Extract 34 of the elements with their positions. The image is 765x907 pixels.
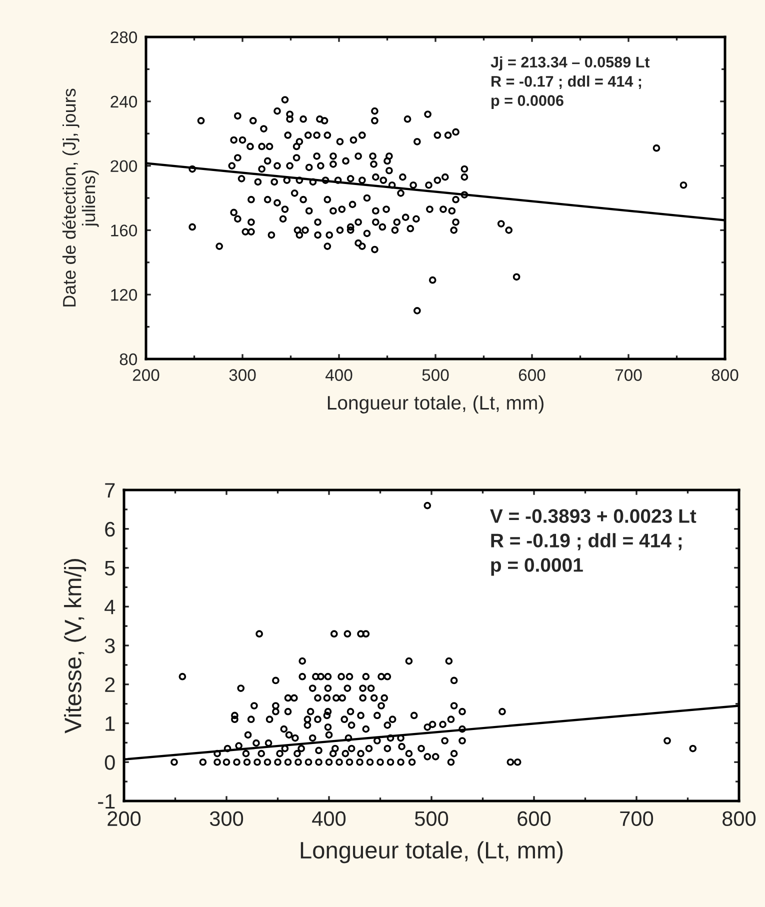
y-tick-label: 120 <box>111 289 138 301</box>
y-axis-title: Vitesse, (V, km/j) <box>64 559 86 734</box>
x-tick-label: 800 <box>712 369 738 381</box>
x-tick-label: 200 <box>132 369 160 381</box>
annotation: V = -0.3893 + 0.0023 Lt R = -0.19 ; ddl = 414 ; p = 0.0001 <box>490 509 696 576</box>
x-tick-label: 500 <box>422 369 449 381</box>
x-tick-label: 400 <box>325 369 352 381</box>
y-tick-label: 1 <box>106 716 115 731</box>
y-tick-label: 6 <box>105 522 115 537</box>
x-tick-label: 700 <box>620 811 654 826</box>
x-tick-label: 300 <box>229 369 256 381</box>
y-tick-label: -1 <box>98 794 115 809</box>
y-tick-label: 160 <box>111 224 138 236</box>
y-tick-label: 7 <box>105 483 115 498</box>
x-tick-label: 700 <box>615 369 642 381</box>
x-tick-label: 500 <box>414 811 448 826</box>
y-tick-label: 240 <box>110 96 138 108</box>
y-tick-label: 3 <box>104 638 115 654</box>
y-axis-title: Date de détection, (Jj, jours juliens) <box>62 88 99 306</box>
x-tick-label: 300 <box>210 811 244 826</box>
x-tick-label: 800 <box>722 811 756 826</box>
x-tick-label: 600 <box>518 811 551 826</box>
y-tick-label: 4 <box>104 600 116 614</box>
y-tick-label: 80 <box>120 353 138 366</box>
x-tick-label: 400 <box>312 811 346 826</box>
y-tick-label: 280 <box>110 31 138 44</box>
y-tick-label: 200 <box>110 160 138 172</box>
annotation: Jj = 213.34 – 0.0589 Lt R = -0.17 ; ddl = 414 ; p = 0.0006 <box>490 56 650 110</box>
y-tick-label: 5 <box>104 560 115 576</box>
x-tick-label: 600 <box>518 369 546 381</box>
x-axis-title: Longueur totale, (Lt, mm) <box>328 395 544 414</box>
y-tick-label: 0 <box>104 755 115 770</box>
y-tick-label: 2 <box>105 677 115 692</box>
x-axis-title: Longueur totale, (Lt, mm) <box>300 841 563 864</box>
